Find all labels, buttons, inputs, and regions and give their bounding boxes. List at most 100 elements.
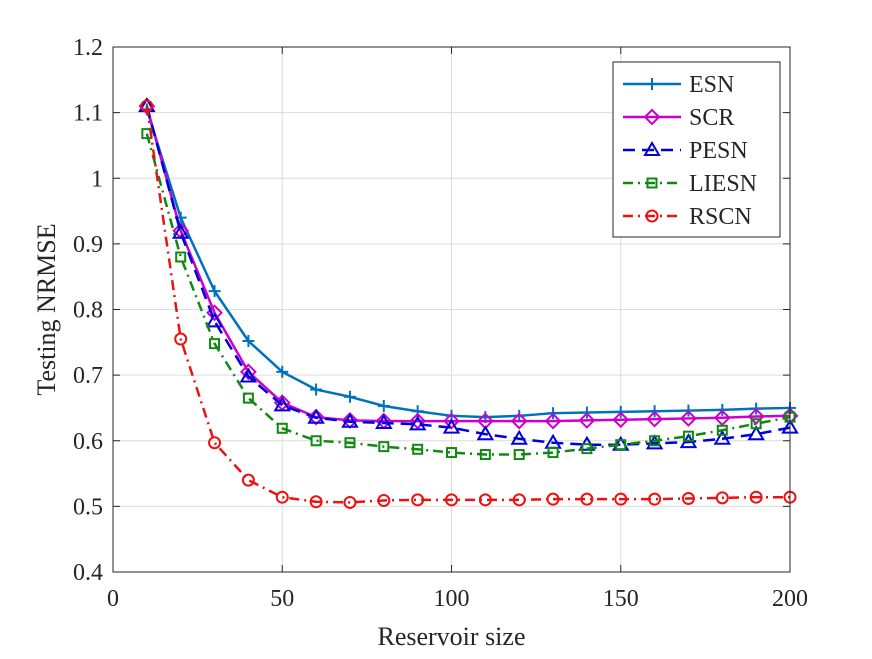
- point-scr-150: [612, 411, 630, 429]
- point-rscn-140: [580, 492, 594, 506]
- point-pesn-70: [341, 412, 359, 428]
- legend-item-scr[interactable]: SCR: [623, 105, 734, 131]
- point-rscn-130: [546, 492, 560, 506]
- point-rscn-190: [749, 490, 763, 504]
- point-scr-140: [578, 411, 596, 429]
- point-rscn-60: [309, 495, 323, 509]
- y-tick-label: 0.9: [73, 232, 103, 258]
- legend-label-scr: SCR: [689, 105, 734, 131]
- point-esn-80: [377, 399, 390, 412]
- x-axis-label: Reservoir size: [377, 622, 525, 651]
- point-scr-190: [747, 408, 765, 425]
- point-pesn-120: [510, 429, 528, 445]
- y-tick-label: 0.4: [73, 560, 103, 586]
- point-liesn-30: [209, 338, 221, 350]
- point-liesn-110: [479, 449, 491, 461]
- point-pesn-60: [307, 408, 325, 424]
- point-liesn-170: [682, 430, 694, 442]
- y-tick-label: 0.6: [73, 429, 103, 455]
- point-rscn-50: [275, 490, 289, 504]
- y-tick-label: 0.7: [73, 363, 103, 389]
- point-esn-50: [276, 365, 289, 378]
- point-rscn-160: [648, 492, 662, 506]
- legend-label-liesn: LIESN: [689, 171, 757, 197]
- point-rscn-80: [377, 493, 391, 507]
- point-esn-60: [310, 383, 323, 396]
- legend-item-esn[interactable]: ESN: [623, 72, 734, 98]
- y-tick-label: 0.8: [73, 298, 103, 324]
- point-rscn-150: [614, 492, 628, 506]
- y-tick-label: 1.1: [73, 101, 103, 127]
- point-scr-100: [443, 412, 460, 430]
- point-liesn-60: [310, 435, 322, 447]
- point-pesn-20: [171, 223, 190, 239]
- point-scr-170: [680, 410, 697, 427]
- legend-box: [612, 61, 781, 238]
- legend-marker-rscn: [645, 209, 659, 223]
- legend-marker-scr: [643, 108, 661, 126]
- point-pesn-180: [713, 429, 732, 445]
- legend[interactable]: ESN SCR PESN LIESN RSCN: [612, 61, 781, 238]
- point-liesn-100: [446, 447, 457, 459]
- point-pesn-30: [205, 312, 224, 328]
- point-rscn-30: [208, 436, 222, 450]
- legend-marker-esn: [646, 78, 658, 90]
- point-pesn-110: [476, 425, 495, 441]
- legend-item-rscn[interactable]: RSCN: [623, 204, 752, 230]
- point-liesn-120: [513, 449, 525, 461]
- point-pesn-100: [442, 418, 461, 434]
- point-rscn-90: [411, 493, 425, 507]
- point-scr-130: [544, 412, 562, 430]
- point-pesn-80: [375, 414, 393, 430]
- point-rscn-10: [140, 99, 154, 113]
- point-pesn-190: [747, 425, 765, 441]
- x-tick-label: 100: [434, 586, 470, 612]
- x-tick-label: 0: [107, 586, 119, 612]
- point-rscn-70: [343, 495, 357, 509]
- point-liesn-50: [276, 422, 288, 434]
- series-line-pesn: [145, 105, 791, 446]
- point-liesn-20: [175, 251, 187, 263]
- point-liesn-140: [581, 443, 593, 455]
- point-liesn-190: [750, 418, 762, 430]
- y-tick-label: 0.5: [73, 494, 103, 520]
- point-liesn-150: [615, 439, 627, 451]
- point-esn-40: [242, 335, 255, 347]
- y-axis-label: Testing NRMSE: [32, 223, 61, 395]
- point-rscn-100: [445, 493, 458, 507]
- point-esn-70: [343, 390, 356, 403]
- point-rscn-180: [715, 491, 729, 505]
- y-tick-label: 1: [91, 166, 103, 192]
- point-pesn-90: [408, 415, 427, 431]
- ticks: 0 50 100 150 200 0.4 0.5 0.6 0.7 0.8 0.9 1 1.1 1.2: [73, 35, 808, 612]
- series-line-liesn: [145, 133, 791, 456]
- point-rscn-170: [681, 492, 695, 505]
- y-tick-label: 1.2: [73, 35, 103, 61]
- x-tick-label: 50: [270, 586, 294, 612]
- point-pesn-40: [239, 367, 258, 383]
- legend-label-esn: ESN: [689, 72, 734, 98]
- point-scr-160: [646, 410, 664, 428]
- point-pesn-50: [273, 396, 291, 412]
- legend-marker-pesn: [643, 141, 661, 156]
- point-rscn-40: [241, 473, 255, 487]
- point-liesn-80: [378, 441, 390, 453]
- point-scr-40: [239, 363, 257, 381]
- x-tick-label: 150: [603, 586, 639, 612]
- x-tick-label: 200: [772, 586, 808, 612]
- legend-item-liesn[interactable]: LIESN: [623, 171, 757, 197]
- point-scr-120: [510, 412, 528, 430]
- series-rscn: [140, 99, 797, 509]
- point-liesn-70: [344, 437, 356, 449]
- legend-label-pesn: PESN: [689, 138, 748, 164]
- point-liesn-130: [547, 447, 559, 459]
- point-liesn-40: [242, 392, 254, 404]
- legend-item-pesn[interactable]: PESN: [623, 138, 748, 164]
- point-liesn-90: [412, 443, 424, 455]
- point-liesn-160: [649, 435, 661, 447]
- series-layer: [138, 97, 799, 509]
- point-liesn-180: [716, 424, 728, 436]
- legend-label-rscn: RSCN: [689, 204, 752, 230]
